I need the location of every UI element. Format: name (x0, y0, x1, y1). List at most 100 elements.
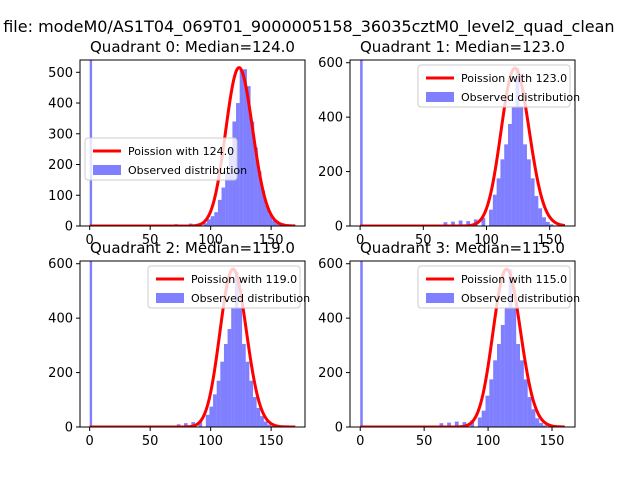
legend-box (147, 265, 301, 309)
legend-label-histogram: Observed distribution (128, 164, 247, 177)
histogram-bar (443, 222, 448, 226)
axes-frame (349, 260, 576, 428)
histogram-bar (238, 307, 243, 427)
histogram-bar (207, 219, 211, 226)
legend: Poission with 115.0 Observed distribution (417, 265, 580, 309)
histogram-bar (209, 406, 214, 427)
histogram-bar (261, 190, 266, 226)
histogram-bar (543, 425, 547, 427)
legend-label-poisson: Poission with 124.0 (128, 145, 234, 158)
x-tick-label: 50 (416, 434, 433, 449)
histogram-bar (205, 414, 210, 427)
legend-label-histogram: Observed distribution (191, 292, 310, 305)
histogram-bar (360, 60, 363, 226)
poisson-curve (89, 267, 296, 427)
y-tick-label: 200 (48, 366, 73, 381)
x-tick-label: 150 (259, 233, 284, 248)
x-tick-label: 50 (142, 434, 159, 449)
figure-suptitle: n file: modeM0/AS1T04_069T01_9000005158_… (0, 17, 615, 37)
histogram-bar (492, 194, 497, 226)
observed-histogram (360, 261, 547, 427)
histogram-bar (225, 172, 229, 226)
y-tick-label: 500 (48, 66, 73, 81)
histogram-bar (236, 103, 240, 226)
y-tick-label: 200 (318, 165, 343, 180)
subplot-title: Quadrant 2: Median=119.0 (90, 239, 295, 257)
histogram-bar (250, 121, 255, 226)
axes-frame (349, 59, 576, 227)
histogram-bar (89, 261, 93, 427)
x-tick-label: 150 (259, 434, 284, 449)
histogram-bar (520, 360, 524, 427)
y-tick-label: 600 (318, 257, 343, 272)
histogram-bar (530, 178, 535, 226)
legend-swatch-histogram (156, 293, 184, 303)
histogram-bar (512, 307, 517, 427)
y-tick-label: 0 (335, 220, 343, 235)
histogram-bar (511, 106, 516, 226)
histogram-bar (214, 212, 218, 226)
histogram-bar (508, 123, 512, 226)
x-tick-label: 150 (540, 434, 565, 449)
histogram-bar (508, 269, 513, 427)
legend-swatch-histogram (93, 165, 121, 175)
histogram-bar (210, 216, 215, 226)
histogram-bar (549, 224, 554, 226)
subplot-title: Quadrant 0: Median=124.0 (90, 38, 295, 56)
histogram-bar (263, 421, 268, 427)
histogram-bar (535, 418, 540, 427)
quadrant-3-panel: 0 50 100 150 0 200 400 600 Quadrant 3: Median=11… (318, 239, 580, 449)
histogram-bar (252, 397, 257, 427)
histogram-bar (254, 147, 258, 226)
x-tick-label: 0 (86, 233, 94, 248)
histogram-bar (539, 422, 544, 427)
histogram-bar (489, 209, 493, 226)
histogram-bar (249, 380, 253, 427)
histogram-bar (265, 205, 269, 226)
y-tick-label: 400 (318, 111, 343, 126)
y-tick-label: 100 (48, 189, 73, 204)
histogram-bar (485, 395, 490, 427)
y-tick-label: 400 (318, 312, 343, 327)
histogram-bar (527, 397, 532, 427)
histogram-bar (516, 344, 521, 427)
x-tick-label: 0 (86, 434, 94, 449)
y-tick-label: 200 (48, 158, 73, 173)
histogram-bar (227, 329, 232, 427)
histogram-bar (360, 261, 363, 427)
histogram-bar (203, 223, 208, 226)
y-tick-label: 600 (318, 56, 343, 71)
histogram-bar (228, 147, 233, 226)
histogram-bar (489, 379, 494, 427)
legend-box (84, 137, 238, 181)
x-tick-label: 100 (198, 434, 223, 449)
x-tick-label: 150 (537, 233, 562, 248)
histogram-bar (477, 417, 482, 427)
histogram-bar (497, 344, 501, 427)
histogram-bar (216, 380, 221, 427)
histogram-bar (267, 424, 272, 427)
histogram-bar (481, 410, 486, 427)
histogram-bar (523, 144, 527, 226)
legend: Poission with 119.0 Observed distribution (147, 265, 310, 309)
histogram-bar (515, 68, 520, 226)
histogram-bar (458, 220, 463, 226)
histogram-bar (221, 187, 226, 226)
histogram-bar (500, 159, 505, 226)
histogram-bar (519, 106, 524, 226)
axes-frame (79, 260, 306, 428)
histogram-bar (256, 407, 261, 427)
histogram-bar (275, 223, 280, 226)
histogram-bar (184, 423, 188, 427)
histogram-bar (198, 421, 203, 427)
histogram-bar (534, 196, 539, 226)
histogram-bar (481, 217, 486, 226)
y-tick-label: 400 (48, 312, 73, 327)
y-tick-label: 0 (65, 220, 73, 235)
y-tick-label: 600 (48, 257, 73, 272)
y-tick-label: 400 (48, 97, 73, 112)
quadrant-2-panel: 0 50 100 150 0 200 400 600 Quadrant 2: Median=11… (48, 239, 310, 449)
histogram-bar (466, 221, 471, 226)
